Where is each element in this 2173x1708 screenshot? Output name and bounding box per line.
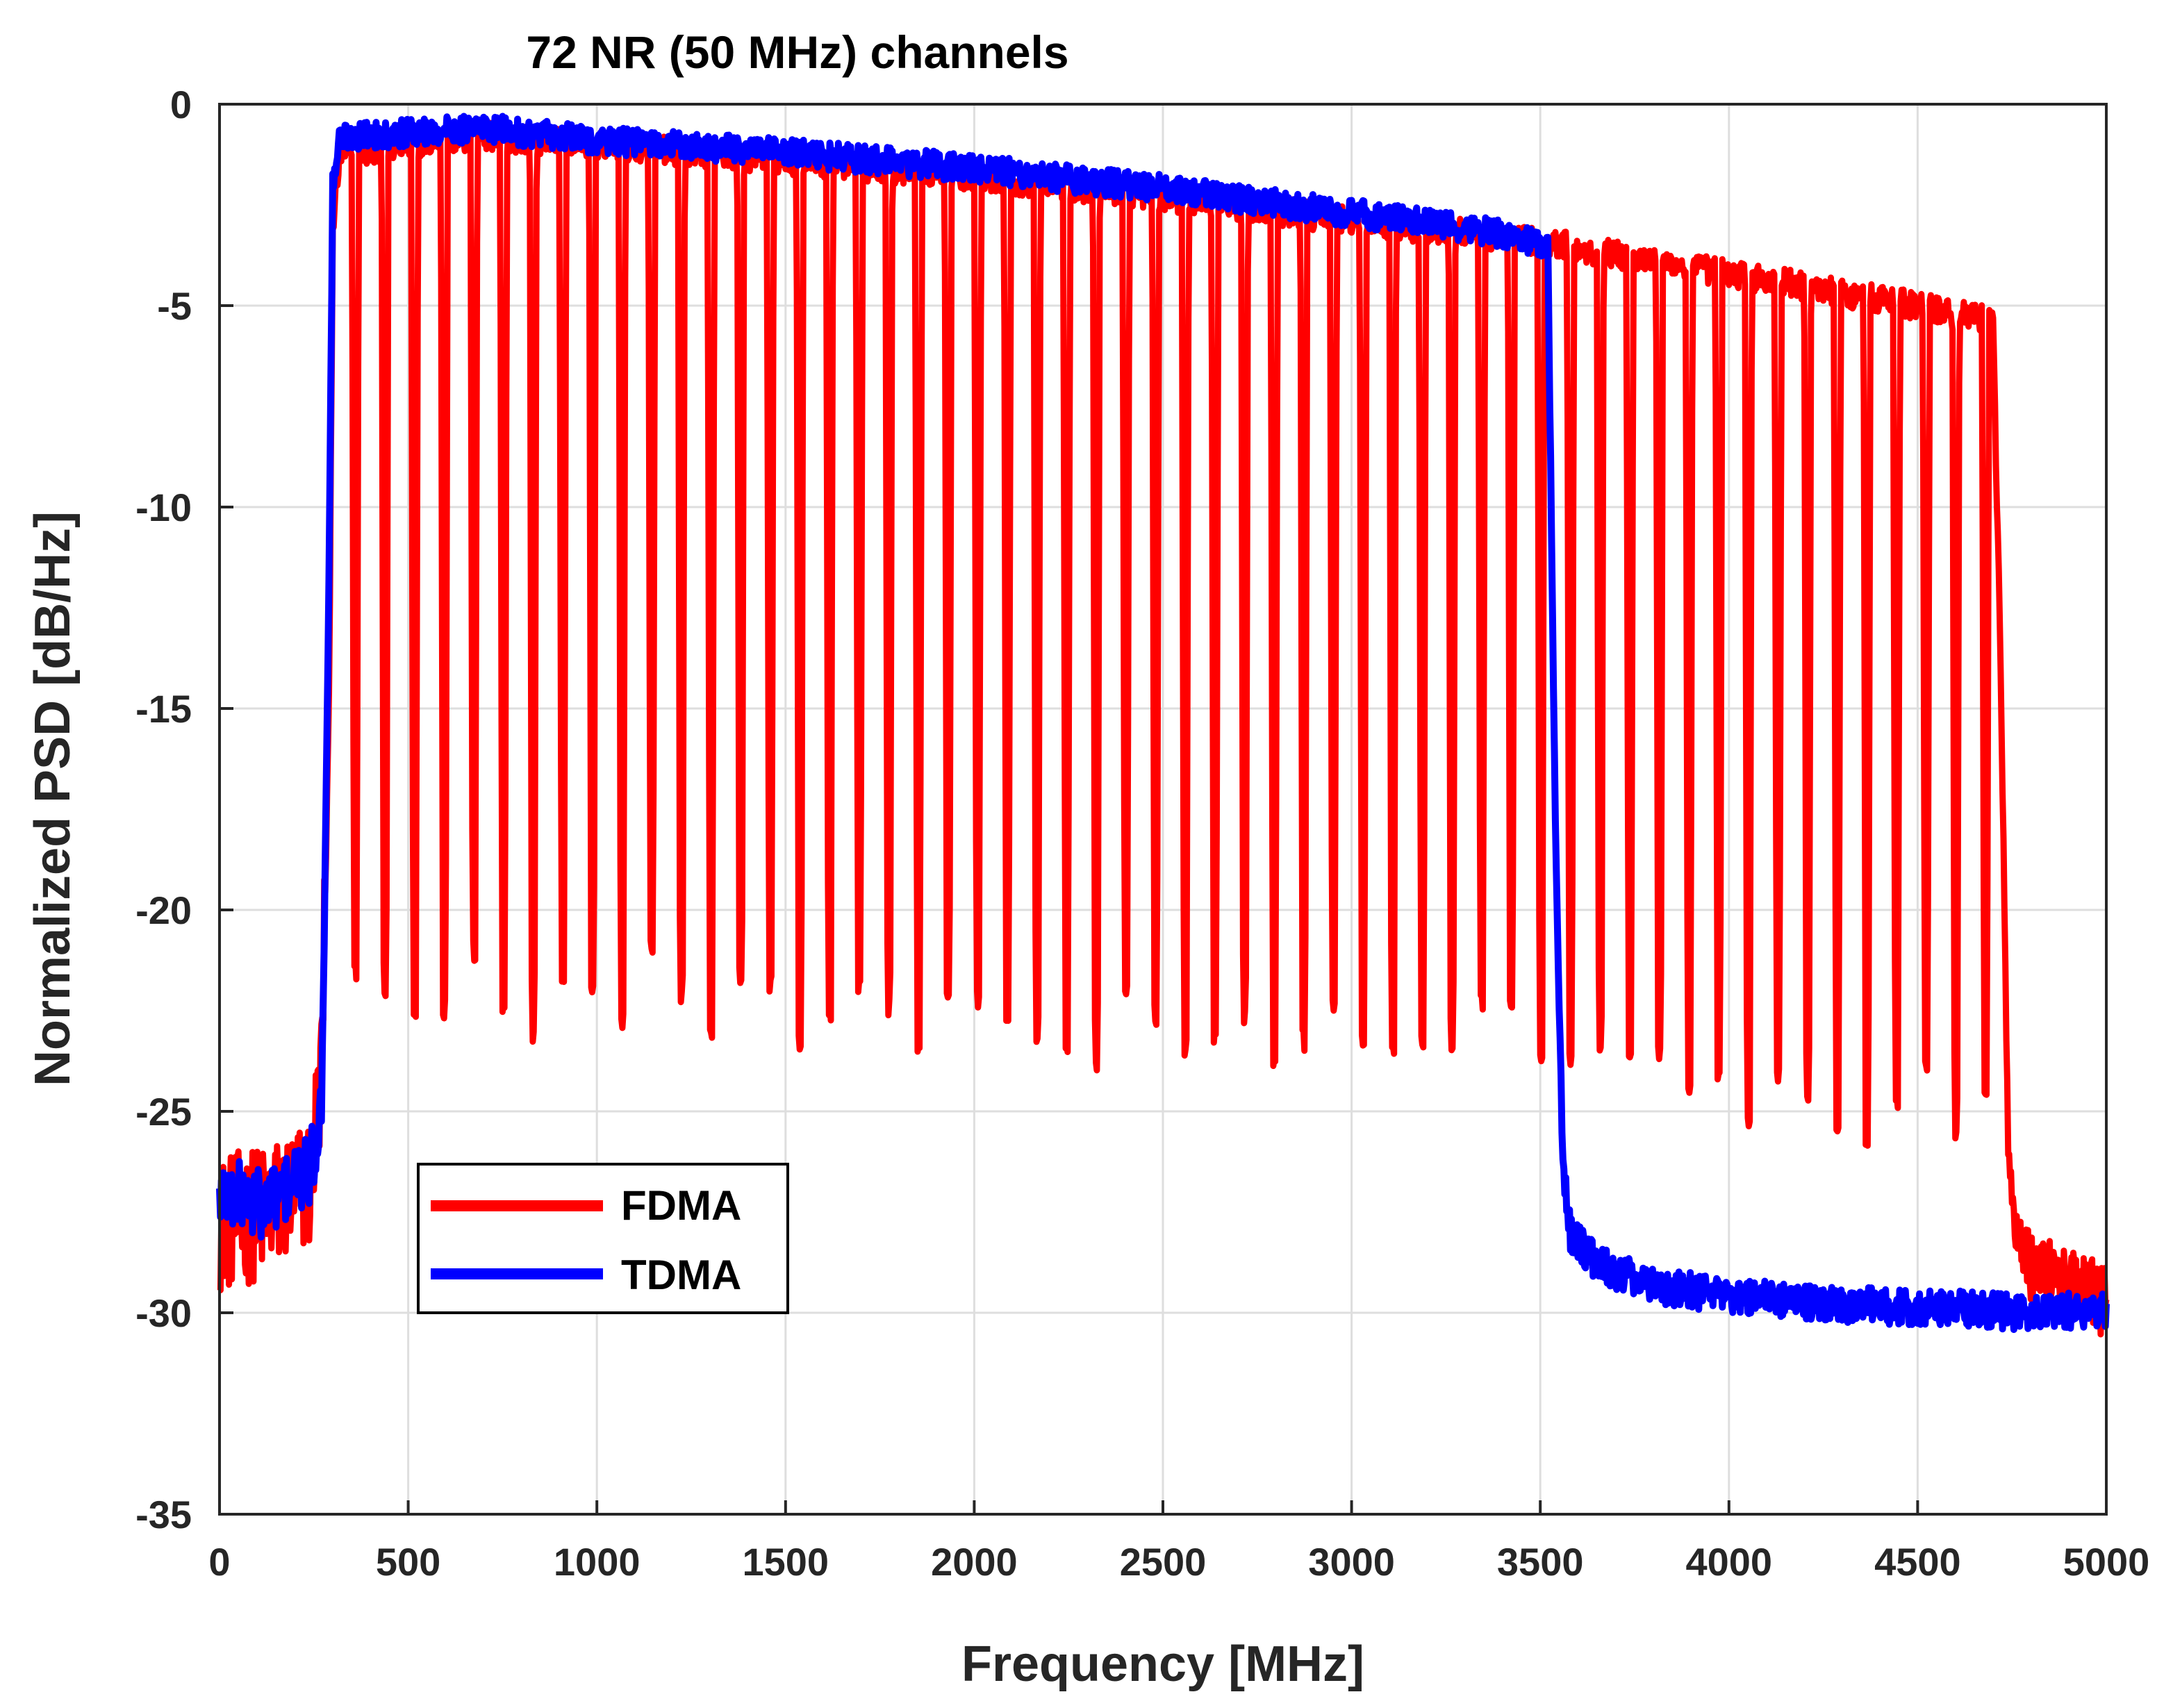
x-tick-label: 4500 <box>1874 1540 1961 1584</box>
chart-title: 72 NR (50 MHz) channels <box>526 26 1068 78</box>
series-line-tdma <box>216 113 2110 1334</box>
y-tick-label: 0 <box>170 83 192 126</box>
x-tick-label: 500 <box>376 1540 440 1584</box>
x-tick-label: 1500 <box>743 1540 829 1584</box>
x-tick-label: 2000 <box>931 1540 1018 1584</box>
x-tick-label: 0 <box>208 1540 230 1584</box>
y-tick-label: -25 <box>135 1090 192 1134</box>
y-tick-label: -10 <box>135 486 192 529</box>
legend-label-tdma: TDMA <box>621 1252 741 1298</box>
legend-label-fdma: FDMA <box>621 1182 741 1229</box>
x-tick-label: 3000 <box>1308 1540 1395 1584</box>
x-tick-label: 2500 <box>1120 1540 1207 1584</box>
x-tick-label: 3500 <box>1497 1540 1584 1584</box>
x-tick-label: 4000 <box>1686 1540 1773 1584</box>
y-tick-label: -15 <box>135 687 192 731</box>
y-tick-label: -30 <box>135 1291 192 1335</box>
legend-box <box>417 1163 789 1314</box>
x-tick-label: 5000 <box>2063 1540 2150 1584</box>
y-axis-label: Normalized PSD [dB/Hz] <box>25 511 81 1086</box>
x-axis-label: Frequency [MHz] <box>961 1636 1364 1692</box>
y-tick-label: -35 <box>135 1493 192 1536</box>
legend: FDMA TDMA <box>417 1163 789 1314</box>
data-layer <box>216 113 2110 1338</box>
y-tick-label: -20 <box>135 888 192 932</box>
x-tick-label: 1000 <box>554 1540 641 1584</box>
axis-ticks: 0 500 1000 1500 2000 2500 3000 3500 4000 4500 5000… <box>135 83 2149 1584</box>
y-tick-label: -5 <box>157 284 192 328</box>
